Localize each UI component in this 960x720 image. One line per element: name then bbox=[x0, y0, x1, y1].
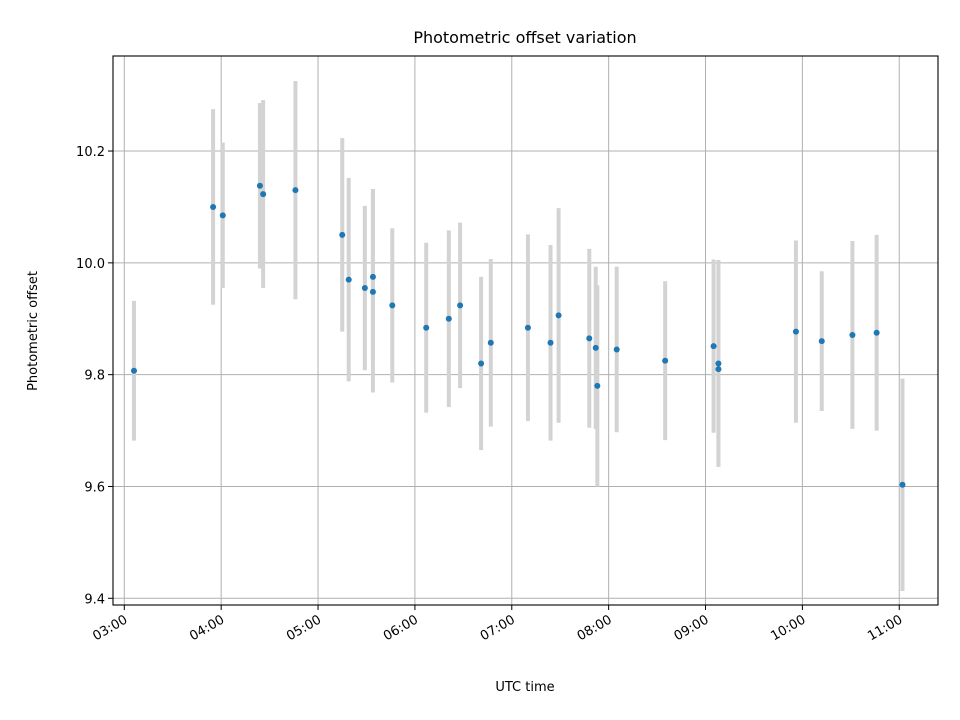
data-point bbox=[873, 329, 880, 336]
data-point bbox=[478, 360, 485, 367]
data-point bbox=[849, 331, 856, 338]
x-axis-label: UTC time bbox=[495, 680, 554, 695]
y-axis-ticks: 9.4 9.6 9.8 10.0 10.2 bbox=[76, 145, 113, 607]
y-tick-label: 10.0 bbox=[76, 257, 105, 272]
y-tick-label: 9.6 bbox=[84, 480, 105, 495]
data-point bbox=[457, 302, 464, 309]
data-point bbox=[547, 339, 554, 346]
data-point bbox=[594, 382, 601, 389]
y-tick-label: 9.8 bbox=[84, 369, 105, 384]
data-point bbox=[292, 187, 299, 194]
y-tick-label: 9.4 bbox=[84, 592, 105, 607]
y-tick-label: 10.2 bbox=[76, 145, 105, 160]
data-point bbox=[210, 203, 217, 210]
data-point bbox=[586, 335, 593, 342]
y-axis-label: Photometric offset bbox=[26, 271, 41, 391]
data-point bbox=[524, 324, 531, 331]
data-point bbox=[899, 481, 906, 488]
data-point bbox=[818, 338, 825, 345]
data-point bbox=[555, 312, 562, 319]
data-point bbox=[219, 212, 226, 219]
data-point bbox=[715, 366, 722, 373]
data-point bbox=[369, 288, 376, 295]
data-point bbox=[487, 339, 494, 346]
chart-title: Photometric offset variation bbox=[413, 28, 636, 47]
data-point bbox=[361, 285, 368, 292]
data-points bbox=[130, 182, 906, 488]
data-point bbox=[369, 273, 376, 280]
data-point bbox=[339, 231, 346, 238]
data-point bbox=[715, 360, 722, 367]
data-point bbox=[260, 191, 267, 198]
data-point bbox=[710, 343, 717, 350]
data-point bbox=[256, 182, 263, 189]
data-point bbox=[345, 276, 352, 283]
data-point bbox=[792, 328, 799, 335]
data-point bbox=[445, 315, 452, 322]
data-point bbox=[662, 357, 669, 364]
data-point bbox=[130, 367, 137, 374]
data-point bbox=[389, 302, 396, 309]
grid-lines bbox=[113, 56, 938, 605]
data-point bbox=[423, 324, 430, 331]
data-point bbox=[613, 346, 620, 353]
plot-frame bbox=[112, 55, 939, 606]
data-point bbox=[592, 344, 599, 351]
